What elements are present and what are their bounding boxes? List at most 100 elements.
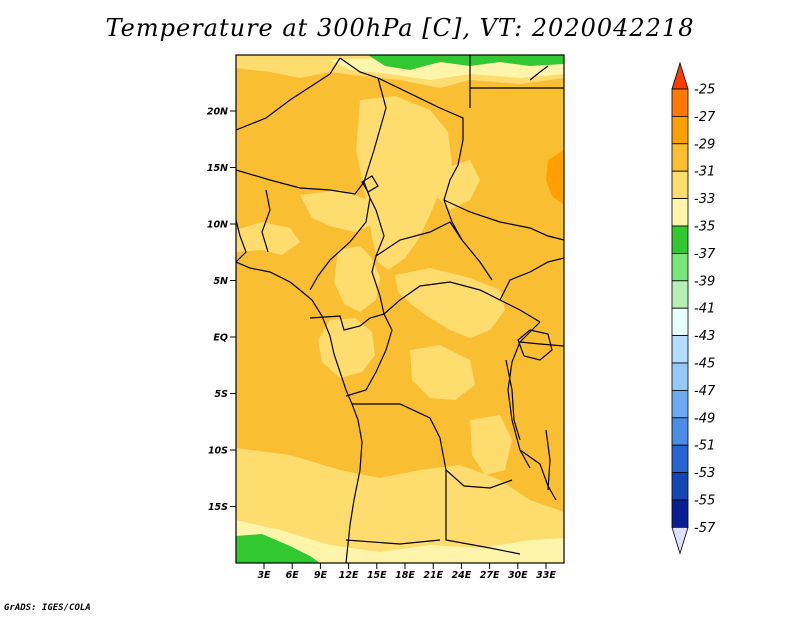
lon-tick-label: 30E [508,570,528,581]
border-niger-chad [363,77,387,211]
border-car-north [375,221,463,257]
field-band-sahel [236,222,300,255]
field-band-green-sw [236,534,320,563]
temperature-field [236,55,564,563]
colorbar-label: -51 [694,439,715,454]
border-libya-chad [339,57,464,140]
lon-tick-label: 12E [339,570,359,581]
border-car-south [383,281,541,323]
border-nigeria-cameroon [309,197,371,291]
colorbar-segment [671,198,689,227]
colorbar-segment [671,444,689,474]
coastline-west [236,261,363,563]
lon-tick-label: 15E [367,570,387,581]
colorbar-label: -55 [694,494,715,509]
lat-tick-label: 5S [215,389,229,400]
lon-tick-label: 3E [257,570,271,581]
colorbar-segment [671,280,689,309]
colorbar-label: -41 [694,302,715,317]
field-band-basin [410,345,475,400]
border-angola-namibia [345,539,441,545]
coastline-red-sea [529,65,549,81]
colorbar-label: -35 [694,220,715,235]
coastline-gulf [236,219,247,263]
border-tanzania [519,341,564,347]
colorbar-top-arrow [671,61,689,90]
longitude-axis: 3E 6E 9E 12E 15E 18E 21E 24E 27E 30E 33E [257,563,556,581]
colorbar-segment [671,88,689,117]
field-band-chad [356,96,452,270]
colorbar: -25 -27 -29 -31 -33 -35 -37 -39 -41 -43 -45 -47 -49 -… [671,61,716,555]
lake-tanganyika [505,359,521,441]
colorbar-segment [671,225,689,254]
lat-tick-label: 15N [207,163,228,174]
field-band-east [470,415,512,475]
field-band-south [236,448,564,563]
colorbar-bottom-arrow [671,527,689,555]
border-ssudan-drc [499,257,564,301]
colorbar-label: -33 [694,192,715,207]
lake-chad [361,175,379,193]
colorbar-segment [671,170,689,199]
colorbar-label: -43 [694,329,715,344]
colorbar-label: -53 [694,466,715,481]
border-niger-nigeria [236,169,365,195]
border-angola-zambia [445,470,521,555]
border-niger-mali [236,57,341,131]
map-frame [235,54,565,564]
lon-tick-label: 6E [286,570,300,581]
border-congo-drc [345,313,393,397]
border-drc-angola [352,403,513,489]
lat-tick-label: 10N [207,220,228,231]
border-zambia-malawi [519,449,557,501]
border-gabon [309,313,385,331]
credit-text: GrADS: IGES/COLA [4,603,91,613]
chart-title: Temperature at 300hPa [C], VT: 202004221… [105,14,695,42]
field-band-nigeria [300,190,372,232]
lat-tick-label: 10S [208,446,228,457]
field-band-congo [318,318,375,378]
latitude-axis: 20N 15N 10N 5N EQ 5S 10S 15S [207,107,236,513]
colorbar-segment [671,417,689,446]
colorbar-label: -47 [694,384,716,399]
lon-tick-label: 33E [536,570,556,581]
field-band-green-north [368,55,564,70]
lon-tick-label: 21E [423,570,443,581]
colorbar-segment [671,143,689,172]
field-band-pale-south [236,520,564,563]
colorbar-segment [671,335,689,364]
colorbar-label: -31 [694,165,715,180]
lake-victoria [517,329,553,361]
colorbar-label: -37 [694,247,716,262]
colorbar-segment [671,307,689,337]
colorbar-segment [671,252,689,282]
colorbar-segment [671,389,689,419]
border-sudan-ssudan [443,199,564,241]
border-chad-sudan [443,139,493,281]
lat-tick-label: EQ [213,333,228,344]
colorbar-label: -49 [694,411,715,426]
border-cameroon-car [371,209,385,315]
colorbar-label: -25 [694,83,715,98]
lat-tick-label: 5N [213,276,228,287]
lon-tick-label: 9E [314,570,328,581]
colorbar-label: -27 [694,110,716,125]
field-band-lake [438,160,480,210]
lon-tick-label: 18E [395,570,415,581]
colorbar-segment [671,472,689,501]
lon-tick-label: 24E [452,570,472,581]
colorbar-segment [671,116,689,145]
colorbar-label: -45 [694,357,715,372]
lake-malawi [545,429,551,491]
lat-tick-label: 20N [207,107,228,118]
lat-tick-label: 15S [208,502,228,513]
colorbar-label: -29 [694,137,715,152]
colorbar-segment [671,499,689,528]
field-band-warm [546,150,564,205]
map-borders [236,55,564,563]
lon-tick-label: 27E [480,570,500,581]
colorbar-label: -39 [694,274,715,289]
field-band-cameroon [334,246,380,312]
colorbar-segment [671,362,689,391]
